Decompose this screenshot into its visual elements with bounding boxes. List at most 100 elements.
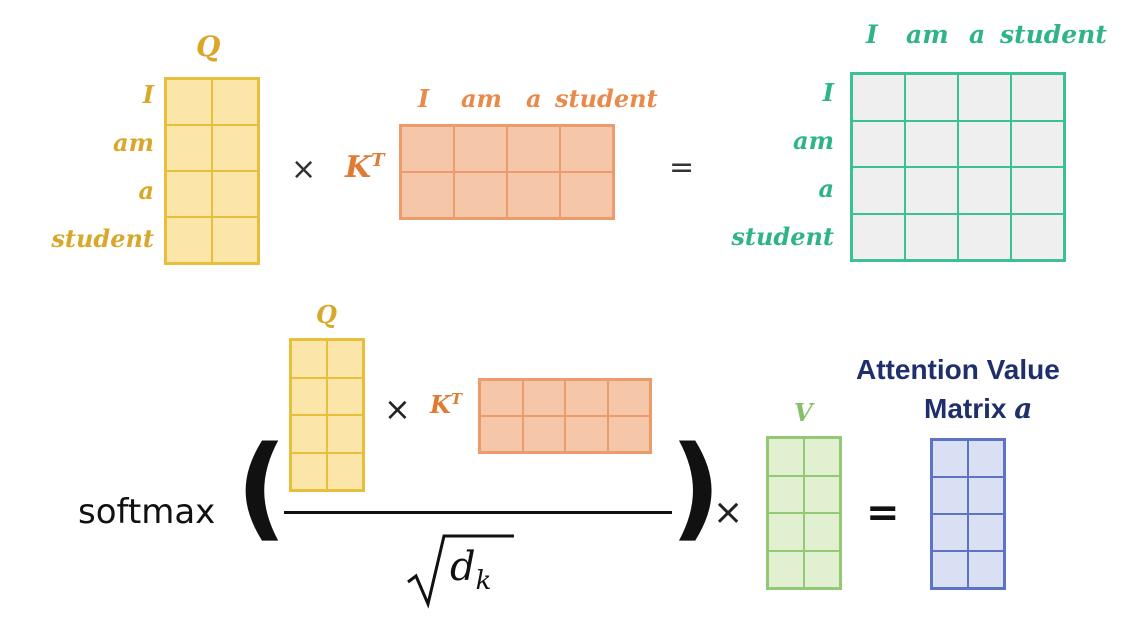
matrix-cell xyxy=(968,440,1004,477)
top-q-row-label: a xyxy=(138,176,154,205)
bottom-k-letter: K xyxy=(430,390,451,419)
matrix-cell xyxy=(522,380,565,416)
score-row-label: student xyxy=(731,222,834,251)
score-row-label: a xyxy=(818,174,834,203)
matrix-cell xyxy=(932,440,968,477)
bottom-query-matrix xyxy=(289,338,365,492)
matrix-cell xyxy=(212,79,258,125)
score-row-label: I xyxy=(822,78,834,107)
d-letter: d xyxy=(450,544,476,590)
matrix-cell xyxy=(560,126,613,172)
matrix-cell xyxy=(905,120,958,167)
matrix-cell xyxy=(958,213,1011,260)
top-key-transpose-matrix xyxy=(399,124,615,220)
left-parenthesis: ( xyxy=(236,423,288,553)
top-q-row-label: I xyxy=(142,80,154,109)
matrix-cell xyxy=(768,550,804,588)
matrix-cell xyxy=(327,377,363,415)
matrix-cell xyxy=(607,380,650,416)
matrix-cell xyxy=(454,172,507,218)
matrix-cell xyxy=(327,340,363,378)
top-q-row-label: am xyxy=(113,128,154,157)
matrix-cell xyxy=(480,380,523,416)
matrix-cell xyxy=(401,172,454,218)
bottom-kt-label: KT xyxy=(430,390,462,419)
top-k-col-label: student xyxy=(555,84,658,113)
square-root-icon xyxy=(407,534,514,609)
top-k-col-label: am xyxy=(461,84,502,113)
fraction-bar xyxy=(284,511,672,514)
softmax-label: softmax xyxy=(78,492,216,532)
top-equals-sign: = xyxy=(669,150,695,185)
matrix-cell xyxy=(852,74,905,121)
matrix-cell xyxy=(852,167,905,214)
matrix-cell xyxy=(968,551,1004,588)
matrix-cell xyxy=(507,126,560,172)
matrix-cell xyxy=(522,416,565,452)
attention-title-matrix-word: Matrix xyxy=(924,393,1007,424)
bottom-outer-times-sign: × xyxy=(713,492,744,533)
matrix-cell xyxy=(804,550,840,588)
matrix-cell xyxy=(291,415,327,453)
matrix-cell xyxy=(166,125,212,171)
top-k-letter: K xyxy=(345,150,372,185)
matrix-cell xyxy=(607,416,650,452)
dk-term: dk xyxy=(450,544,491,596)
matrix-cell xyxy=(565,416,608,452)
top-q-label: Q xyxy=(196,30,221,63)
score-col-label: student xyxy=(1000,20,1107,49)
value-label: V xyxy=(794,398,813,427)
matrix-cell xyxy=(291,452,327,490)
bottom-equals-sign: = xyxy=(866,490,900,536)
matrix-cell xyxy=(454,126,507,172)
matrix-cell xyxy=(565,380,608,416)
top-q-row-label: student xyxy=(51,224,154,253)
matrix-cell xyxy=(852,213,905,260)
matrix-cell xyxy=(1011,74,1064,121)
matrix-cell xyxy=(291,377,327,415)
matrix-cell xyxy=(768,513,804,551)
matrix-cell xyxy=(1011,213,1064,260)
score-row-label: am xyxy=(793,126,834,155)
matrix-cell xyxy=(905,167,958,214)
matrix-cell xyxy=(212,171,258,217)
score-col-label: a xyxy=(969,20,986,49)
matrix-cell xyxy=(1011,167,1064,214)
matrix-cell xyxy=(852,120,905,167)
attention-score-matrix xyxy=(850,72,1066,262)
matrix-cell xyxy=(1011,120,1064,167)
bottom-inner-times-sign: × xyxy=(384,390,411,428)
matrix-cell xyxy=(905,74,958,121)
matrix-cell xyxy=(327,452,363,490)
score-col-label: am xyxy=(906,20,949,49)
attention-value-matrix xyxy=(930,438,1006,590)
matrix-cell xyxy=(166,217,212,263)
matrix-cell xyxy=(212,125,258,171)
top-times-sign: × xyxy=(291,152,317,187)
matrix-cell xyxy=(932,514,968,551)
matrix-cell xyxy=(327,415,363,453)
matrix-cell xyxy=(958,120,1011,167)
top-k-sup: T xyxy=(371,150,385,171)
attention-title-line2: Matrix a xyxy=(924,392,1032,425)
score-col-label: I xyxy=(866,20,878,49)
matrix-cell xyxy=(968,514,1004,551)
top-kt-label: KT xyxy=(345,150,384,185)
square-root-symbol: √ xyxy=(0,0,1,1)
matrix-cell xyxy=(958,167,1011,214)
matrix-cell xyxy=(804,438,840,476)
right-parenthesis: ) xyxy=(670,423,722,553)
bottom-q-label: Q xyxy=(316,300,337,329)
matrix-cell xyxy=(166,79,212,125)
matrix-cell xyxy=(291,340,327,378)
matrix-cell xyxy=(905,213,958,260)
attention-symbol: a xyxy=(1014,392,1033,425)
matrix-cell xyxy=(401,126,454,172)
k-subscript: k xyxy=(475,566,492,596)
attention-title-line1: Attention Value xyxy=(856,354,1060,385)
top-k-col-label: a xyxy=(526,84,542,113)
matrix-cell xyxy=(932,477,968,514)
matrix-cell xyxy=(560,172,613,218)
matrix-cell xyxy=(804,513,840,551)
matrix-cell xyxy=(166,171,212,217)
